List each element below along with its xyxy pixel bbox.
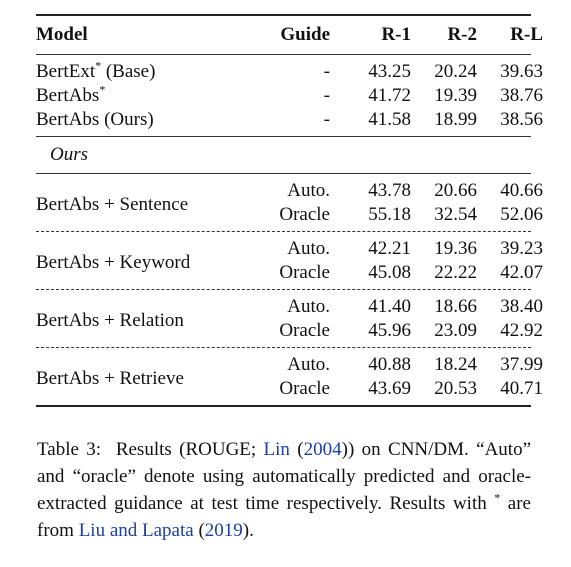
rl-cell: 37.99 [500, 354, 543, 375]
baseline-rule [36, 136, 531, 137]
r2-cell: 18.99 [434, 109, 477, 130]
table-caption: Table 3: Results (ROUGE; Lin (2004)) on … [37, 439, 532, 541]
citation-lin-link[interactable]: Lin [263, 439, 290, 460]
guide-cell: - [323, 109, 330, 130]
citation-liu-lapata-link[interactable]: Liu and Lapata [78, 520, 194, 541]
caption-text: Results (ROUGE; [115, 439, 264, 460]
bottom-rule [36, 405, 531, 407]
rl-cell: 40.71 [500, 378, 543, 399]
table-row: BertAbs* - 41.72 19.39 38.76 [36, 84, 543, 108]
group-retrieve: BertAbs + Retrieve Auto. 40.88 18.24 37.… [36, 348, 543, 405]
table-row: BertAbs + Retrieve Auto. 40.88 18.24 37.… [36, 348, 543, 389]
rl-cell: 42.07 [500, 262, 543, 283]
model-name: BertExt* (Base) [36, 58, 156, 82]
section-row: Ours [36, 137, 531, 173]
r2-cell: 19.36 [434, 238, 477, 259]
r1-cell: 43.78 [368, 180, 411, 201]
table-row: BertAbs + Sentence Auto. 43.78 20.66 40.… [36, 174, 543, 215]
model-name: BertAbs* [36, 82, 106, 106]
caption-text: are from [37, 493, 531, 541]
section-label-ours: Ours [50, 144, 89, 165]
r2-cell: 20.66 [434, 180, 477, 201]
table-row: BertExt* (Base) - 43.25 20.24 39.63 [36, 55, 543, 84]
table-row: BertAbs + Relation Auto. 41.40 18.66 38.… [36, 290, 543, 331]
guide-cell: Auto. [287, 354, 330, 375]
r2-cell: 20.53 [434, 378, 477, 399]
r1-cell: 41.72 [368, 85, 411, 106]
results-table-container: Model Guide R-1 R-2 R-L BertExt* (Base) … [36, 14, 543, 407]
citation-lin-year-link[interactable]: 2004 [303, 439, 342, 460]
r1-cell: 41.40 [368, 296, 411, 317]
table-row: BertAbs (Ours) - 41.58 18.99 38.56 [36, 108, 543, 136]
caption-label: Table 3: [37, 439, 102, 460]
rl-cell: 38.40 [500, 296, 543, 317]
rl-cell: 39.23 [500, 238, 543, 259]
header-model: Model [36, 24, 88, 45]
guide-cell: - [323, 61, 330, 82]
header-guide: Guide [280, 24, 330, 45]
guide-cell: Oracle [279, 204, 330, 225]
rl-cell: 52.06 [500, 204, 543, 225]
r2-cell: 20.24 [434, 61, 477, 82]
r2-cell: 23.09 [434, 320, 477, 341]
header-rule [36, 54, 531, 55]
guide-cell: - [323, 85, 330, 106]
table-row: BertAbs + Keyword Auto. 42.21 19.36 39.2… [36, 232, 543, 273]
guide-cell: Auto. [287, 296, 330, 317]
rl-cell: 38.76 [500, 85, 543, 106]
table-row: Oracle 43.69 20.53 40.71 [36, 377, 543, 405]
model-name: BertAbs + Relation [36, 310, 184, 331]
guide-cell: Oracle [279, 262, 330, 283]
guide-cell: Auto. [287, 180, 330, 201]
r1-cell: 43.69 [368, 378, 411, 399]
guide-cell: Oracle [279, 320, 330, 341]
model-name: BertAbs + Keyword [36, 252, 191, 273]
r2-cell: 18.66 [434, 296, 477, 317]
table-row: Oracle 45.96 23.09 42.92 [36, 319, 543, 347]
rl-cell: 39.63 [500, 61, 543, 82]
r2-cell: 18.24 [434, 354, 477, 375]
section-rule [36, 173, 531, 174]
dashed-rule [36, 289, 531, 290]
model-name: BertAbs (Ours) [36, 109, 154, 130]
r1-cell: 42.21 [368, 238, 411, 259]
header-row: Model Guide R-1 R-2 R-L [36, 16, 543, 54]
r1-cell: 43.25 [368, 61, 411, 82]
caption-text: on CNN/DM. “Auto” and “oracle” denote us… [37, 439, 532, 514]
model-name: BertAbs + Sentence [36, 194, 189, 215]
table-row: Oracle 55.18 32.54 52.06 [36, 203, 543, 231]
results-table: Model Guide R-1 R-2 R-L [36, 16, 543, 54]
header-r1: R-1 [381, 24, 411, 45]
r1-cell: 45.96 [368, 320, 411, 341]
dashed-rule [36, 347, 531, 348]
rl-cell: 38.56 [500, 109, 543, 130]
r1-cell: 55.18 [368, 204, 411, 225]
asterisk-mark: * [494, 490, 501, 505]
rl-cell: 40.66 [500, 180, 543, 201]
r1-cell: 45.08 [368, 262, 411, 283]
baseline-rows: BertExt* (Base) - 43.25 20.24 39.63 Bert… [36, 55, 543, 136]
group-sentence: BertAbs + Sentence Auto. 43.78 20.66 40.… [36, 174, 543, 231]
r1-cell: 40.88 [368, 354, 411, 375]
header-rl: R-L [510, 24, 543, 45]
group-keyword: BertAbs + Keyword Auto. 42.21 19.36 39.2… [36, 232, 543, 289]
group-relation: BertAbs + Relation Auto. 41.40 18.66 38.… [36, 290, 543, 347]
r2-cell: 22.22 [434, 262, 477, 283]
guide-cell: Oracle [279, 378, 330, 399]
table-row: Oracle 45.08 22.22 42.07 [36, 261, 543, 289]
r2-cell: 32.54 [434, 204, 477, 225]
dashed-rule [36, 231, 531, 232]
top-rule [36, 14, 531, 16]
guide-cell: Auto. [287, 238, 330, 259]
citation-liu-lapata-year-link[interactable]: 2019 [204, 520, 243, 541]
rl-cell: 42.92 [500, 320, 543, 341]
r1-cell: 41.58 [368, 109, 411, 130]
header-r2: R-2 [447, 24, 477, 45]
model-name: BertAbs + Retrieve [36, 368, 184, 389]
r2-cell: 19.39 [434, 85, 477, 106]
